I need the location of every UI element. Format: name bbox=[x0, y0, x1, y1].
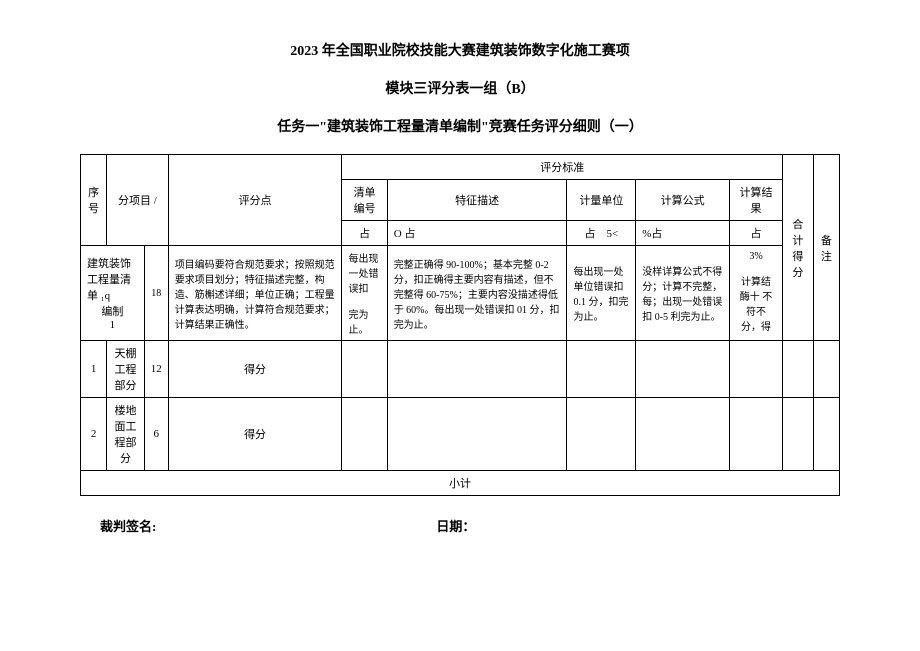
criteria-label-2: 编制 bbox=[87, 303, 138, 319]
row-blank bbox=[387, 341, 567, 398]
row-blank bbox=[730, 398, 783, 471]
date-label: 日期： bbox=[436, 516, 475, 535]
criteria-listno-2: 完为止。 bbox=[348, 310, 368, 336]
col-criteria-group: 评分标准 bbox=[342, 155, 783, 180]
criteria-listno-1: 每出现一处错误扣 bbox=[348, 254, 378, 295]
row-blank bbox=[782, 341, 813, 398]
col-remark: 备注 bbox=[813, 155, 839, 341]
criteria-result-top: 3% bbox=[730, 246, 783, 267]
row-blank bbox=[567, 398, 636, 471]
criteria-feature: 完整正确得 90-100%；基本完整 0-2 分，扣正确得主要内容有描述，但不完… bbox=[387, 246, 567, 341]
table-row: 2 楼地面工程部分 6 得分 bbox=[81, 398, 840, 471]
pct-feature: O 占 bbox=[387, 221, 567, 246]
row-score: 12 bbox=[144, 341, 168, 398]
title-1: 2023 年全国职业院校技能大赛建筑装饰数字化施工赛项 bbox=[80, 40, 840, 60]
criteria-result: 计算结 酶十 不符不 分，得 bbox=[730, 267, 783, 341]
row-blank bbox=[782, 398, 813, 471]
row-score: 6 bbox=[144, 398, 168, 471]
col-total: 合计得分 bbox=[782, 155, 813, 341]
col-subitem: 分项目 / bbox=[107, 155, 168, 246]
col-scorepoint: 评分点 bbox=[168, 155, 342, 246]
table-row: 1 天棚工程部分 12 得分 bbox=[81, 341, 840, 398]
row-blank bbox=[813, 398, 839, 471]
pct-formula: %占 bbox=[636, 221, 730, 246]
criteria-unit: 每出现一处单位错误扣 0.1 分，扣完为止。 bbox=[567, 246, 636, 341]
col-seq: 序号 bbox=[81, 155, 107, 246]
row-name: 天棚工程部分 bbox=[107, 341, 144, 398]
header-row-1: 序号 分项目 / 评分点 评分标准 合计得分 备注 bbox=[81, 155, 840, 180]
row-blank bbox=[387, 398, 567, 471]
judge-sign-label: 裁判签名: bbox=[100, 516, 156, 535]
criteria-label-3: 1 bbox=[87, 319, 138, 331]
row-num: 2 bbox=[81, 398, 107, 471]
subtotal-cell: 小计 bbox=[81, 471, 840, 496]
criteria-label-1: 建筑装饰工程量清单 ₁q bbox=[87, 258, 131, 302]
scoring-table: 序号 分项目 / 评分点 评分标准 合计得分 备注 清单编号 特征描述 计量单位… bbox=[80, 154, 840, 496]
criteria-label: 建筑装饰工程量清单 ₁q 编制 1 bbox=[81, 246, 145, 341]
subtotal-row: 小计 bbox=[81, 471, 840, 496]
row-df: 得分 bbox=[168, 398, 342, 471]
pct-unit: 占 5< bbox=[567, 221, 636, 246]
row-blank bbox=[636, 341, 730, 398]
row-blank bbox=[567, 341, 636, 398]
title-2: 模块三评分表一组（B） bbox=[80, 78, 840, 98]
criteria-label-score: 18 bbox=[144, 246, 168, 341]
signature-row: 裁判签名: 日期： bbox=[80, 516, 840, 535]
col-feature: 特征描述 bbox=[387, 180, 567, 221]
col-formula: 计算公式 bbox=[636, 180, 730, 221]
row-num: 1 bbox=[81, 341, 107, 398]
row-blank bbox=[636, 398, 730, 471]
criteria-formula: 没样详算公式不得分；计算不完整，每；出现一处错误扣 0-5 利完为止。 bbox=[636, 246, 730, 341]
criteria-scorepoint: 项目编码要符合规范要求；按照规范要求项目划分；特征描述完整，构造、筋槲述详细；单… bbox=[168, 246, 342, 341]
col-unit: 计量单位 bbox=[567, 180, 636, 221]
col-listno: 清单编号 bbox=[342, 180, 387, 221]
pct-result: 占 bbox=[730, 221, 783, 246]
row-blank bbox=[342, 341, 387, 398]
col-result: 计算结果 bbox=[730, 180, 783, 221]
row-blank bbox=[730, 341, 783, 398]
row-name: 楼地面工程部分 bbox=[107, 398, 144, 471]
criteria-row: 建筑装饰工程量清单 ₁q 编制 1 18 项目编码要符合规范要求；按照规范要求项… bbox=[81, 246, 840, 267]
row-blank bbox=[813, 341, 839, 398]
title-3: 任务一"建筑装饰工程量清单编制"竞赛任务评分细则（一） bbox=[80, 116, 840, 136]
pct-listno: 占 bbox=[342, 221, 387, 246]
row-df: 得分 bbox=[168, 341, 342, 398]
row-blank bbox=[342, 398, 387, 471]
criteria-listno: 每出现一处错误扣 完为止。 bbox=[342, 246, 387, 341]
